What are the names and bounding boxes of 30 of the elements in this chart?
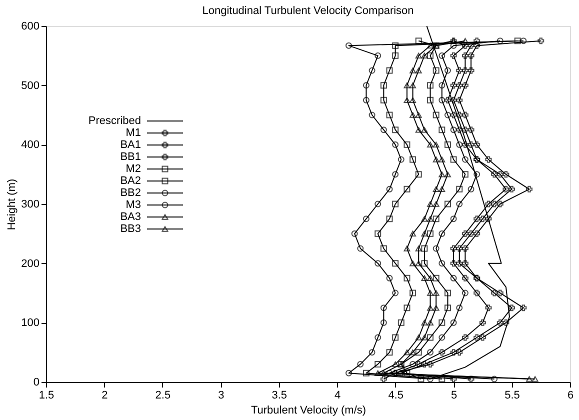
- legend-label: M3: [126, 199, 141, 211]
- y-tick-label: 100: [21, 317, 40, 330]
- x-tick-label: 6: [567, 390, 574, 402]
- chart-title: Longitudinal Turbulent Velocity Comparison: [202, 5, 414, 17]
- y-tick-label: 500: [21, 80, 40, 92]
- legend-label: BB2: [120, 187, 141, 199]
- x-tick-label: 5.5: [504, 390, 520, 402]
- y-tick-label: 200: [21, 258, 40, 270]
- x-tick-label: 1.5: [38, 390, 54, 402]
- legend-label: BA3: [120, 211, 141, 223]
- y-tick-label: 400: [21, 139, 40, 152]
- y-tick-label: 300: [21, 198, 40, 210]
- x-axis-title: Turbulent Velocity (m/s): [250, 404, 366, 416]
- x-tick-label: 3: [218, 390, 224, 402]
- x-tick-label: 4: [334, 390, 341, 402]
- y-tick-label: 0: [33, 376, 40, 388]
- legend-label: BB1: [120, 151, 141, 163]
- legend-label: M1: [126, 127, 141, 139]
- legend-label: BA2: [120, 175, 141, 187]
- y-tick-label: 600: [21, 20, 40, 32]
- legend-label: BB3: [120, 223, 141, 235]
- legend-label: M2: [126, 163, 141, 175]
- x-tick-label: 4.5: [388, 390, 404, 402]
- legend-label: BA1: [120, 139, 141, 151]
- x-tick-label: 3.5: [272, 390, 288, 402]
- legend-label: Prescribed: [88, 115, 141, 127]
- x-tick-label: 5: [450, 390, 458, 402]
- x-tick-label: 2: [102, 390, 108, 402]
- y-axis-title: Height (m): [6, 178, 18, 230]
- x-tick-label: 2.5: [155, 390, 171, 402]
